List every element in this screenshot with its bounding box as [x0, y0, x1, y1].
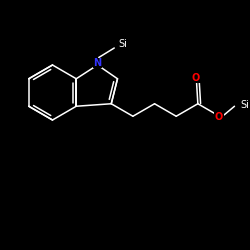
Text: Si: Si	[240, 100, 249, 110]
Text: N: N	[93, 58, 101, 68]
Text: O: O	[215, 112, 223, 122]
Text: Si: Si	[119, 39, 128, 49]
Text: O: O	[192, 73, 200, 83]
